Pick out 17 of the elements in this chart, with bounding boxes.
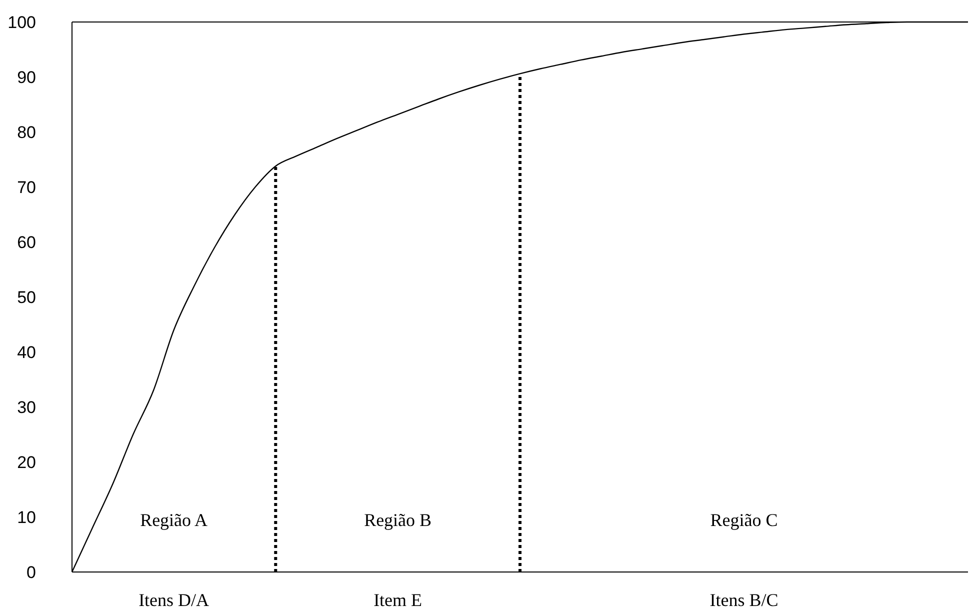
y-tick-label: 20 xyxy=(17,452,36,472)
y-tick-label: 40 xyxy=(17,342,36,362)
y-tick-label: 50 xyxy=(17,288,36,307)
text: Itens D/A xyxy=(138,590,210,610)
annotation: Região C xyxy=(710,510,778,530)
text: Item E xyxy=(374,590,422,610)
y-tick-label: 90 xyxy=(17,68,36,87)
y-tick-label: 60 xyxy=(17,232,36,252)
y-tick-label: 70 xyxy=(17,178,36,197)
y-tick-label: 0 xyxy=(26,562,36,582)
y-tick-label: 30 xyxy=(17,398,36,417)
y-tick-label: 100 xyxy=(8,12,36,32)
annotation: Região B xyxy=(364,510,432,530)
annotation: Região A xyxy=(140,510,208,530)
y-tick-label: 10 xyxy=(17,508,36,527)
text: Itens B/C xyxy=(710,590,778,610)
y-tick-label: 80 xyxy=(17,122,36,142)
